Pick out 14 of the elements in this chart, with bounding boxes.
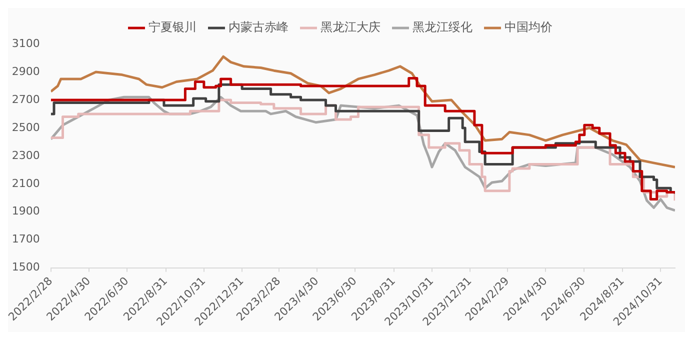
y-tick-label: 2700 [12,92,40,106]
y-tick-label: 2300 [12,148,40,162]
legend-label: 宁夏银川 [148,20,196,34]
y-tick-label: 1500 [12,260,40,274]
y-tick-label: 2500 [12,120,40,134]
y-tick-label: 2900 [12,64,40,78]
y-tick-label: 3100 [12,36,40,50]
legend-label: 黑龙江大庆 [320,20,380,34]
legend-label: 中国均价 [504,20,552,34]
y-tick-label: 1700 [12,232,40,246]
legend-label: 内蒙古赤峰 [228,20,288,34]
legend-label: 黑龙江绥化 [412,20,472,34]
y-tick-label: 2100 [12,176,40,190]
y-tick-label: 1900 [12,204,40,218]
